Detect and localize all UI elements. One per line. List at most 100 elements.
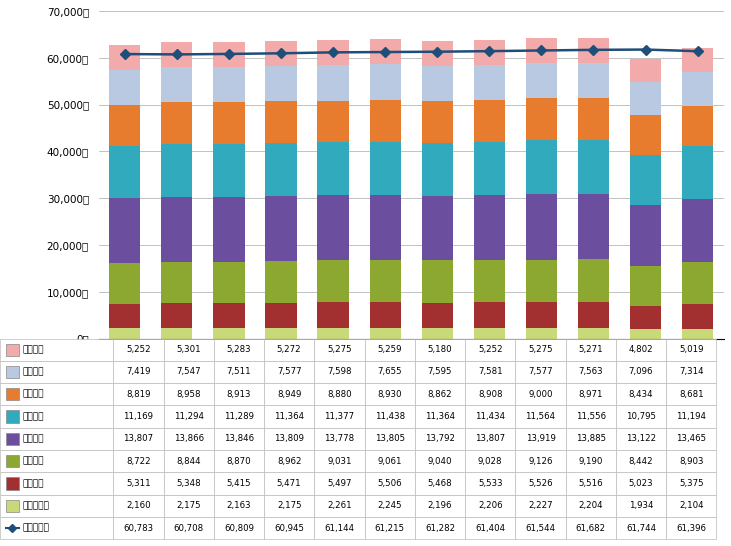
Text: 11,289: 11,289: [224, 412, 254, 421]
FancyBboxPatch shape: [113, 361, 164, 383]
Text: 要介護１: 要介護１: [23, 435, 44, 443]
Bar: [630, 266, 661, 306]
FancyBboxPatch shape: [465, 406, 515, 428]
FancyBboxPatch shape: [415, 428, 465, 450]
Text: 8,870: 8,870: [227, 456, 251, 466]
FancyBboxPatch shape: [314, 406, 365, 428]
FancyBboxPatch shape: [515, 361, 566, 383]
FancyBboxPatch shape: [365, 361, 414, 383]
Bar: [577, 63, 609, 98]
Text: 5,283: 5,283: [227, 345, 251, 354]
Text: 13,805: 13,805: [375, 435, 405, 443]
FancyBboxPatch shape: [0, 361, 113, 383]
Text: 8,862: 8,862: [428, 390, 452, 399]
FancyBboxPatch shape: [113, 450, 164, 472]
Bar: [577, 98, 609, 140]
Bar: [109, 45, 140, 70]
Bar: [526, 63, 557, 98]
Text: 8,971: 8,971: [578, 390, 603, 399]
Text: 11,194: 11,194: [676, 412, 706, 421]
Bar: [474, 302, 505, 328]
FancyBboxPatch shape: [113, 339, 164, 361]
FancyBboxPatch shape: [0, 406, 113, 428]
FancyBboxPatch shape: [314, 450, 365, 472]
FancyBboxPatch shape: [213, 339, 264, 361]
Bar: [265, 196, 297, 261]
Bar: [213, 303, 244, 328]
Text: 61,404: 61,404: [475, 524, 505, 533]
Text: 2,261: 2,261: [327, 501, 352, 511]
FancyBboxPatch shape: [213, 517, 264, 539]
Bar: [682, 106, 713, 146]
FancyBboxPatch shape: [566, 361, 616, 383]
Text: 11,364: 11,364: [274, 412, 304, 421]
Text: 2,160: 2,160: [126, 501, 151, 511]
総認定者数: [485, 48, 493, 55]
Text: 5,271: 5,271: [578, 345, 603, 354]
Bar: [161, 144, 192, 197]
Text: 要介護３: 要介護３: [23, 390, 44, 399]
Text: 61,744: 61,744: [626, 524, 656, 533]
FancyBboxPatch shape: [666, 361, 716, 383]
総認定者数: [173, 51, 181, 58]
FancyBboxPatch shape: [6, 388, 19, 400]
Text: 7,096: 7,096: [629, 367, 654, 377]
FancyBboxPatch shape: [515, 517, 566, 539]
FancyBboxPatch shape: [616, 406, 666, 428]
FancyBboxPatch shape: [314, 517, 365, 539]
Text: 9,061: 9,061: [377, 456, 402, 466]
FancyBboxPatch shape: [365, 495, 414, 517]
Bar: [577, 38, 609, 63]
Text: 13,809: 13,809: [274, 435, 304, 443]
Text: 61,544: 61,544: [526, 524, 556, 533]
FancyBboxPatch shape: [465, 472, 515, 495]
Text: 7,655: 7,655: [377, 367, 402, 377]
Text: 要支援１: 要支援１: [23, 479, 44, 488]
FancyBboxPatch shape: [365, 428, 414, 450]
Bar: [265, 41, 297, 66]
Text: 13,778: 13,778: [325, 435, 355, 443]
Text: 8,903: 8,903: [679, 456, 703, 466]
Bar: [369, 328, 401, 339]
FancyBboxPatch shape: [264, 450, 314, 472]
Text: 7,314: 7,314: [679, 367, 703, 377]
総認定者数: [329, 49, 338, 56]
Text: 5,375: 5,375: [679, 479, 703, 488]
Text: 9,040: 9,040: [428, 456, 452, 466]
Text: 8,434: 8,434: [629, 390, 654, 399]
Bar: [213, 262, 244, 303]
Bar: [422, 101, 452, 143]
FancyBboxPatch shape: [264, 428, 314, 450]
FancyBboxPatch shape: [314, 472, 365, 495]
FancyBboxPatch shape: [213, 428, 264, 450]
FancyBboxPatch shape: [0, 517, 113, 539]
Bar: [526, 302, 557, 328]
FancyBboxPatch shape: [264, 339, 314, 361]
FancyBboxPatch shape: [365, 472, 414, 495]
Bar: [109, 70, 140, 105]
Text: 13,792: 13,792: [425, 435, 455, 443]
Bar: [474, 142, 505, 195]
Bar: [369, 100, 401, 142]
FancyBboxPatch shape: [415, 339, 465, 361]
Text: 5,023: 5,023: [629, 479, 654, 488]
Text: 13,919: 13,919: [526, 435, 556, 443]
Bar: [422, 302, 452, 328]
Text: 11,169: 11,169: [124, 412, 154, 421]
Text: 61,282: 61,282: [425, 524, 455, 533]
FancyBboxPatch shape: [164, 450, 213, 472]
Bar: [474, 328, 505, 339]
Bar: [577, 194, 609, 259]
Bar: [577, 302, 609, 328]
Bar: [317, 328, 349, 339]
FancyBboxPatch shape: [666, 495, 716, 517]
FancyBboxPatch shape: [213, 495, 264, 517]
Text: 5,252: 5,252: [126, 345, 151, 354]
Bar: [682, 72, 713, 106]
Text: 2,175: 2,175: [277, 501, 301, 511]
Bar: [213, 43, 244, 67]
FancyBboxPatch shape: [264, 406, 314, 428]
FancyBboxPatch shape: [515, 472, 566, 495]
Text: 61,682: 61,682: [576, 524, 606, 533]
Text: 5,533: 5,533: [478, 479, 502, 488]
